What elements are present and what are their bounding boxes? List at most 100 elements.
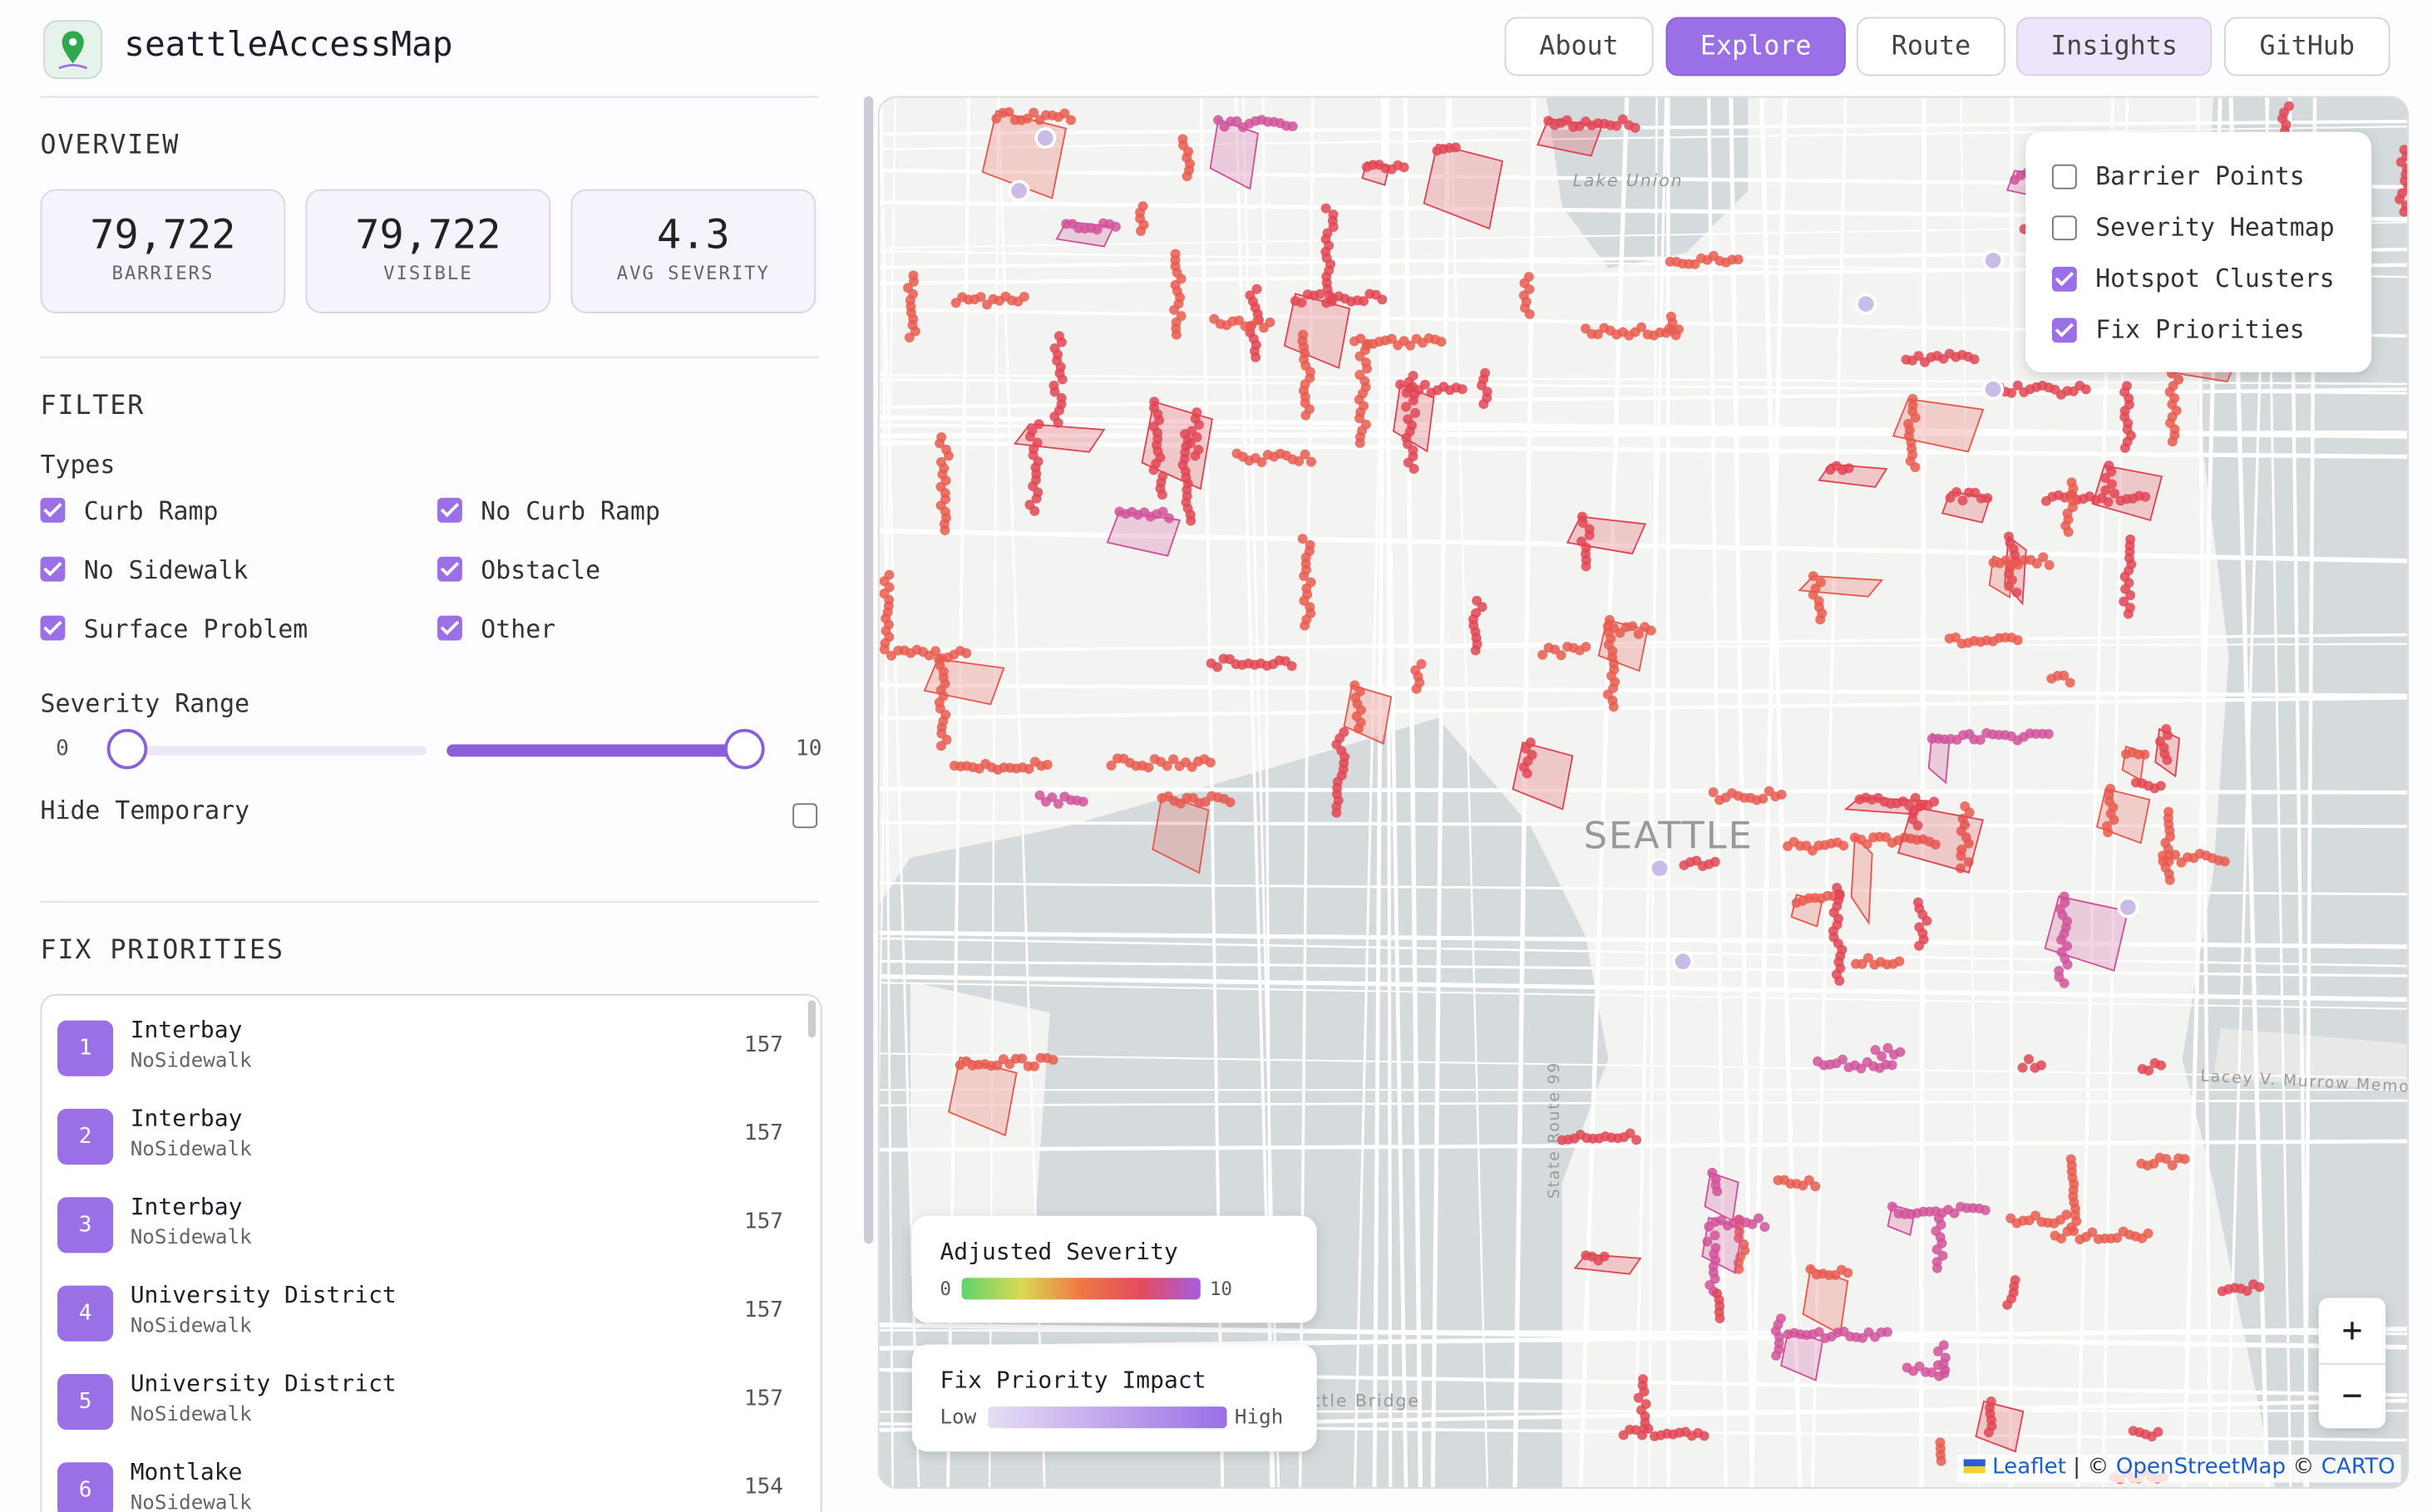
- hotspot-point: [1162, 761, 1172, 771]
- hotspot-point: [1895, 1047, 1906, 1057]
- hotspot-point: [1326, 296, 1337, 307]
- hotspot-point: [1300, 620, 1310, 631]
- slider-handle[interactable]: [724, 728, 765, 770]
- hotspot-point: [1033, 419, 1044, 430]
- checkbox[interactable]: [792, 803, 818, 829]
- priority-item[interactable]: 4 University District NoSidewalk 157: [57, 1267, 802, 1347]
- hotspot-point: [1627, 621, 1638, 632]
- street: [879, 373, 2408, 386]
- priority-item[interactable]: 5 University District NoSidewalk 157: [57, 1356, 802, 1436]
- priority-item[interactable]: 2 Interbay NoSidewalk 157: [57, 1091, 802, 1171]
- item-name: Interbay: [130, 1192, 243, 1221]
- hotspot-point: [2143, 1228, 2153, 1239]
- hotspot-point: [2012, 380, 2023, 391]
- hotspot-point: [1168, 754, 1179, 765]
- hotspot-point: [1362, 363, 1373, 374]
- hotspot-point: [1164, 513, 1175, 524]
- hotspot-point: [1625, 1128, 1635, 1139]
- priority-item[interactable]: 6 Montlake NoSidewalk 154: [57, 1444, 802, 1512]
- nav-button[interactable]: About: [1504, 17, 1654, 76]
- hotspot-point: [1842, 1268, 1853, 1278]
- place-label: attle Bridge: [1301, 1391, 1420, 1411]
- priority-item[interactable]: 1 Interbay NoSidewalk 157: [57, 1002, 802, 1082]
- link[interactable]: OpenStreetMap: [2115, 1454, 2286, 1480]
- hotspot-point: [1926, 1367, 1937, 1378]
- item-score: 157: [743, 1032, 784, 1058]
- priority-item[interactable]: 3 Interbay NoSidewalk 157: [57, 1179, 802, 1259]
- checkbox[interactable]: [2051, 266, 2077, 292]
- hotspot-point: [2119, 596, 2129, 607]
- checkbox[interactable]: [2051, 318, 2077, 343]
- slider-handle[interactable]: [106, 728, 148, 770]
- nav-button[interactable]: Insights: [2016, 17, 2212, 76]
- marker: [1648, 857, 1671, 879]
- layer-label: Hotspot Clusters: [2095, 263, 2335, 293]
- checkbox[interactable]: [40, 497, 66, 523]
- hotspot-point: [1776, 789, 1787, 800]
- rank-badge: 2: [57, 1108, 114, 1165]
- street: [1512, 97, 1537, 1488]
- item-score: 157: [743, 1120, 784, 1146]
- hotspot-area: [1343, 684, 1393, 746]
- hotspot-point: [1524, 308, 1535, 319]
- hotspot-point: [1758, 793, 1769, 804]
- checkbox[interactable]: [2051, 215, 2077, 241]
- hotspot-point: [2044, 559, 2055, 570]
- legend-low: Low: [940, 1406, 977, 1431]
- hotspot-point: [2012, 635, 2023, 646]
- checkbox[interactable]: [2051, 164, 2077, 190]
- nav-button[interactable]: Explore: [1665, 17, 1846, 76]
- stat-label: VISIBLE: [383, 262, 473, 284]
- hotspot-area: [1512, 741, 1574, 810]
- hotspot-point: [1300, 449, 1310, 460]
- hotspot-point: [1599, 1251, 1610, 1262]
- zoom-out[interactable]: −: [2341, 1376, 2363, 1416]
- hotspot-point: [1353, 723, 1364, 734]
- hotspot-point: [2125, 590, 2136, 601]
- hotspot-point: [2139, 749, 2150, 760]
- zoom-in[interactable]: +: [2318, 1298, 2386, 1365]
- hotspot-point: [1004, 106, 1014, 117]
- hotspot-point: [1611, 121, 1622, 131]
- hotspot-point: [1029, 505, 1040, 516]
- street: [879, 1099, 2408, 1107]
- hotspot-point: [1386, 333, 1397, 344]
- checkbox[interactable]: [40, 615, 66, 641]
- item-name: University District: [130, 1281, 397, 1309]
- checkbox[interactable]: [40, 556, 66, 582]
- link[interactable]: Leaflet: [1992, 1454, 2066, 1480]
- hotspot-point: [1205, 757, 1216, 768]
- hotspot-point: [1354, 413, 1364, 424]
- checkbox[interactable]: [437, 615, 462, 641]
- item-type: NoSidewalk: [130, 1050, 252, 1074]
- hotspot-point: [1759, 1222, 1770, 1232]
- hotspot-point: [2087, 1227, 2098, 1238]
- checkbox[interactable]: [437, 556, 462, 582]
- hotspot-point: [1024, 764, 1034, 775]
- hotspot-point: [2155, 781, 2166, 791]
- nav-button[interactable]: Route: [1856, 17, 2006, 76]
- legend-title: Adjusted Severity: [940, 1237, 1178, 1266]
- hotspot-point: [2100, 485, 2111, 495]
- link[interactable]: CARTO: [2321, 1454, 2395, 1480]
- street: [879, 930, 2408, 949]
- hotspot-point: [1964, 807, 1975, 818]
- hotspot-point: [1843, 463, 1854, 474]
- hotspot-point: [1225, 797, 1236, 808]
- hotspot-point: [943, 451, 954, 461]
- hotspot-point: [1910, 412, 1921, 423]
- hotspot-point: [2254, 1282, 2265, 1293]
- checkbox[interactable]: [437, 497, 462, 523]
- street: [879, 786, 2408, 795]
- hotspot-point: [2395, 194, 2405, 204]
- hotspot-point: [2395, 157, 2406, 168]
- hotspot-point: [1910, 792, 1921, 803]
- hotspot-point: [1056, 337, 1067, 347]
- checkbox-label: Obstacle: [481, 554, 601, 585]
- hotspot-point: [2038, 552, 2049, 563]
- hotspot-area: [1423, 143, 1504, 230]
- hotspot-point: [1331, 807, 1342, 818]
- nav-button[interactable]: GitHub: [2224, 17, 2390, 76]
- separator: | ©: [2073, 1454, 2109, 1480]
- hotspot-point: [1584, 529, 1595, 540]
